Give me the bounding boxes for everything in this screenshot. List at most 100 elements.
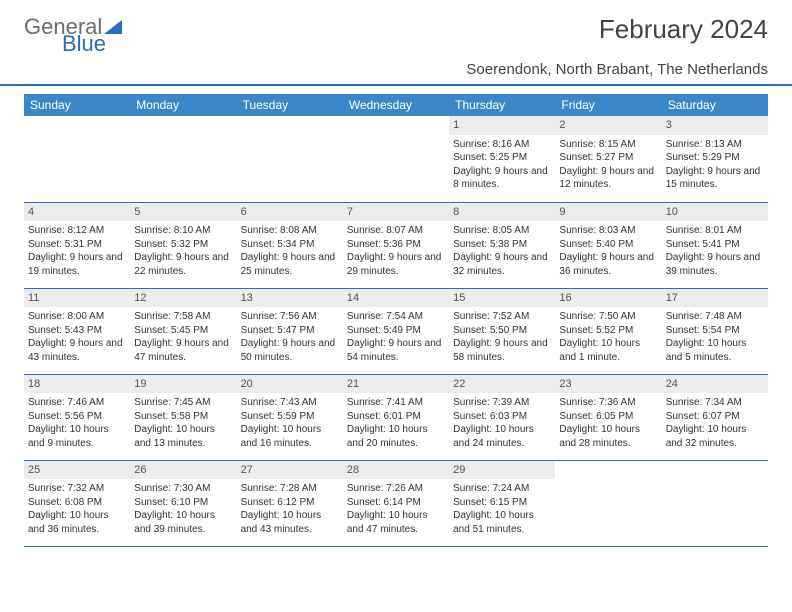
daylight-line: Daylight: 10 hours and 1 minute.	[559, 337, 657, 364]
sunrise-line: Sunrise: 7:50 AM	[559, 310, 657, 324]
sunrise-line: Sunrise: 7:41 AM	[347, 396, 445, 410]
day-number: 26	[130, 461, 236, 480]
sunrise-line: Sunrise: 7:52 AM	[453, 310, 551, 324]
day-number: 9	[555, 203, 661, 222]
day-number: 24	[662, 375, 768, 394]
calendar-cell: 29Sunrise: 7:24 AMSunset: 6:15 PMDayligh…	[449, 460, 555, 546]
calendar-cell: .	[237, 116, 343, 202]
calendar-row: 11Sunrise: 8:00 AMSunset: 5:43 PMDayligh…	[24, 288, 768, 374]
calendar-cell: 17Sunrise: 7:48 AMSunset: 5:54 PMDayligh…	[662, 288, 768, 374]
sunrise-line: Sunrise: 7:28 AM	[241, 482, 339, 496]
day-number: 21	[343, 375, 449, 394]
day-header: Saturday	[662, 94, 768, 116]
sunset-line: Sunset: 5:41 PM	[666, 238, 764, 252]
day-header: Tuesday	[237, 94, 343, 116]
calendar-cell: 23Sunrise: 7:36 AMSunset: 6:05 PMDayligh…	[555, 374, 661, 460]
day-number: 14	[343, 289, 449, 308]
daylight-line: Daylight: 10 hours and 16 minutes.	[241, 423, 339, 450]
calendar-cell: .	[662, 460, 768, 546]
daylight-line: Daylight: 9 hours and 12 minutes.	[559, 165, 657, 192]
calendar-cell: .	[24, 116, 130, 202]
calendar-cell: 9Sunrise: 8:03 AMSunset: 5:40 PMDaylight…	[555, 202, 661, 288]
sunset-line: Sunset: 5:45 PM	[134, 324, 232, 338]
calendar-body: ....1Sunrise: 8:16 AMSunset: 5:25 PMDayl…	[24, 116, 768, 546]
sunrise-line: Sunrise: 7:56 AM	[241, 310, 339, 324]
location: Soerendonk, North Brabant, The Netherlan…	[24, 61, 768, 84]
sunrise-line: Sunrise: 7:54 AM	[347, 310, 445, 324]
calendar-cell: 12Sunrise: 7:58 AMSunset: 5:45 PMDayligh…	[130, 288, 236, 374]
sunset-line: Sunset: 5:50 PM	[453, 324, 551, 338]
sunset-line: Sunset: 6:12 PM	[241, 496, 339, 510]
daylight-line: Daylight: 9 hours and 25 minutes.	[241, 251, 339, 278]
sunrise-line: Sunrise: 8:12 AM	[28, 224, 126, 238]
calendar-cell: .	[343, 116, 449, 202]
daylight-line: Daylight: 9 hours and 43 minutes.	[28, 337, 126, 364]
daylight-line: Daylight: 9 hours and 54 minutes.	[347, 337, 445, 364]
sunset-line: Sunset: 5:38 PM	[453, 238, 551, 252]
calendar-cell: 3Sunrise: 8:13 AMSunset: 5:29 PMDaylight…	[662, 116, 768, 202]
day-header: Thursday	[449, 94, 555, 116]
day-number: 17	[662, 289, 768, 308]
daylight-line: Daylight: 9 hours and 32 minutes.	[453, 251, 551, 278]
sunset-line: Sunset: 5:52 PM	[559, 324, 657, 338]
calendar-cell: 26Sunrise: 7:30 AMSunset: 6:10 PMDayligh…	[130, 460, 236, 546]
page-title: February 2024	[599, 14, 768, 45]
day-number: 8	[449, 203, 555, 222]
day-number: 13	[237, 289, 343, 308]
day-number: 4	[24, 203, 130, 222]
location-wrap: Soerendonk, North Brabant, The Netherlan…	[0, 61, 792, 86]
sunset-line: Sunset: 5:31 PM	[28, 238, 126, 252]
calendar-cell: .	[555, 460, 661, 546]
day-number: 6	[237, 203, 343, 222]
day-number: 2	[555, 116, 661, 135]
daylight-line: Daylight: 10 hours and 9 minutes.	[28, 423, 126, 450]
calendar-cell: .	[130, 116, 236, 202]
daylight-line: Daylight: 9 hours and 19 minutes.	[28, 251, 126, 278]
sunset-line: Sunset: 5:36 PM	[347, 238, 445, 252]
sunrise-line: Sunrise: 8:00 AM	[28, 310, 126, 324]
sunrise-line: Sunrise: 8:03 AM	[559, 224, 657, 238]
day-number: 7	[343, 203, 449, 222]
day-number: 5	[130, 203, 236, 222]
sunrise-line: Sunrise: 7:32 AM	[28, 482, 126, 496]
sunset-line: Sunset: 6:15 PM	[453, 496, 551, 510]
calendar-cell: 15 Sunrise: 7:52 AMSunset: 5:50 PMDayligh…	[449, 288, 555, 374]
calendar-cell: 16Sunrise: 7:50 AMSunset: 5:52 PMDayligh…	[555, 288, 661, 374]
day-number: 15	[449, 289, 555, 308]
sunrise-line: Sunrise: 7:43 AM	[241, 396, 339, 410]
day-number: 1	[449, 116, 555, 135]
sunrise-line: Sunrise: 8:01 AM	[666, 224, 764, 238]
day-number: 29	[449, 461, 555, 480]
day-number: 19	[130, 375, 236, 394]
daylight-line: Daylight: 10 hours and 5 minutes.	[666, 337, 764, 364]
calendar-table: SundayMondayTuesdayWednesdayThursdayFrid…	[24, 94, 768, 547]
sunset-line: Sunset: 5:59 PM	[241, 410, 339, 424]
day-number: 11	[24, 289, 130, 308]
calendar-cell: 21Sunrise: 7:41 AMSunset: 6:01 PMDayligh…	[343, 374, 449, 460]
calendar-cell: 10Sunrise: 8:01 AMSunset: 5:41 PMDayligh…	[662, 202, 768, 288]
daylight-line: Daylight: 9 hours and 58 minutes.	[453, 337, 551, 364]
day-number: 28	[343, 461, 449, 480]
calendar-cell: 27Sunrise: 7:28 AMSunset: 6:12 PMDayligh…	[237, 460, 343, 546]
calendar-row: 4Sunrise: 8:12 AMSunset: 5:31 PMDaylight…	[24, 202, 768, 288]
triangle-icon	[104, 14, 122, 40]
sunrise-line: Sunrise: 7:45 AM	[134, 396, 232, 410]
sunrise-line: Sunrise: 7:39 AM	[453, 396, 551, 410]
daylight-line: Daylight: 9 hours and 50 minutes.	[241, 337, 339, 364]
day-header: Wednesday	[343, 94, 449, 116]
calendar-row: 25Sunrise: 7:32 AMSunset: 6:08 PMDayligh…	[24, 460, 768, 546]
daylight-line: Daylight: 10 hours and 39 minutes.	[134, 509, 232, 536]
sunset-line: Sunset: 6:07 PM	[666, 410, 764, 424]
calendar-cell: 4 Sunrise: 8:12 AMSunset: 5:31 PMDaylight…	[24, 202, 130, 288]
daylight-line: Daylight: 9 hours and 22 minutes.	[134, 251, 232, 278]
calendar-row: 18Sunrise: 7:46 AMSunset: 5:56 PMDayligh…	[24, 374, 768, 460]
calendar-cell: 2Sunrise: 8:15 AMSunset: 5:27 PMDaylight…	[555, 116, 661, 202]
daylight-line: Daylight: 10 hours and 28 minutes.	[559, 423, 657, 450]
daylight-line: Daylight: 10 hours and 24 minutes.	[453, 423, 551, 450]
sunset-line: Sunset: 6:01 PM	[347, 410, 445, 424]
sunset-line: Sunset: 5:58 PM	[134, 410, 232, 424]
title-block: February 2024	[599, 14, 768, 49]
sunrise-line: Sunrise: 8:08 AM	[241, 224, 339, 238]
calendar-cell: 5Sunrise: 8:10 AMSunset: 5:32 PMDaylight…	[130, 202, 236, 288]
sunrise-line: Sunrise: 7:26 AM	[347, 482, 445, 496]
